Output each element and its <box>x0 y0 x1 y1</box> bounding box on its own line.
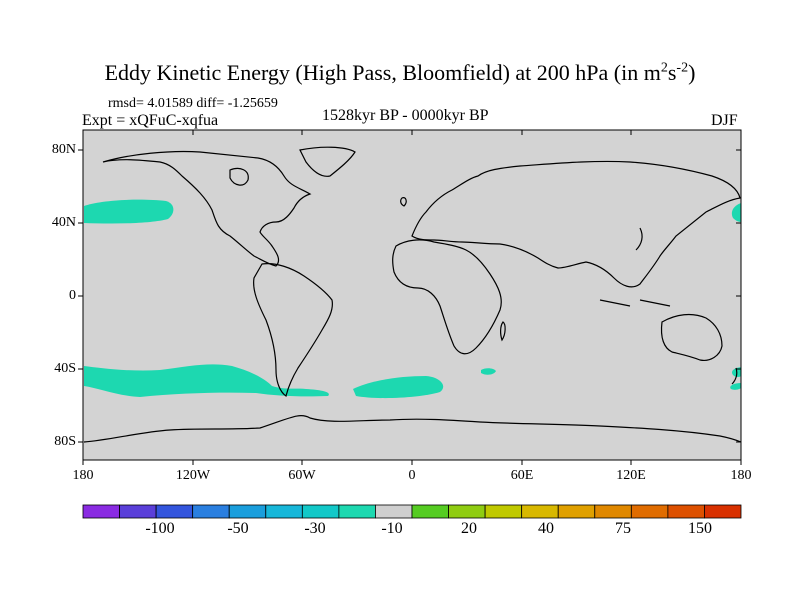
lon-label: 60W <box>288 468 316 483</box>
colorbar-swatch <box>411 504 449 519</box>
colorbar-swatch <box>82 504 120 519</box>
colorbar-label: -100 <box>145 520 175 537</box>
lon-label: 120W <box>175 468 211 483</box>
colorbar-swatch <box>375 504 413 519</box>
colorbar-swatch <box>521 504 559 519</box>
south-atlantic-45S <box>353 376 444 399</box>
lon-label: 180 <box>730 468 752 483</box>
colorbar-label: 40 <box>538 520 554 537</box>
colorbar-label: -50 <box>227 520 249 537</box>
colorbar-label: 75 <box>615 520 631 537</box>
southwest-pacific-45S <box>730 367 741 390</box>
colorbar-label: -10 <box>381 520 403 537</box>
lat-label: 80S <box>54 434 76 449</box>
lon-label: 120E <box>616 468 646 483</box>
colorbar-swatch <box>155 504 194 519</box>
colorbar-swatch <box>192 504 230 519</box>
colorbar-swatch <box>484 504 523 519</box>
colorbar-swatch <box>119 504 157 519</box>
axis-ticks <box>78 130 742 465</box>
north-pacific-40N <box>84 199 174 224</box>
colorbar-swatch <box>557 504 596 519</box>
south-pacific-45S <box>84 364 329 397</box>
season-label: DJF <box>711 112 738 129</box>
colorbar-label: -30 <box>304 520 326 537</box>
coastlines <box>83 146 741 443</box>
map-background <box>83 130 741 460</box>
lat-label: 40N <box>51 215 76 230</box>
lon-label: 0 <box>408 468 416 483</box>
colorbar-swatch <box>265 504 303 519</box>
experiment-label: Expt = xQFuC-xqfua <box>82 112 219 129</box>
north-pacific-east-40N <box>731 203 741 222</box>
colorbar-label: 20 <box>461 520 477 537</box>
plot-title: Eddy Kinetic Energy (High Pass, Bloomfie… <box>104 60 696 85</box>
period-label: 1528kyr BP - 0000kyr BP <box>322 107 489 124</box>
colorbar-swatch <box>448 504 486 519</box>
colorbar-swatch <box>301 504 340 519</box>
colorbar-swatch <box>630 504 669 519</box>
colorbar <box>82 504 742 519</box>
south-indian-45S <box>481 368 496 375</box>
rmsd-text: rmsd= 4.01589 diff= -1.25659 <box>108 96 278 111</box>
colorbar-swatch <box>228 504 267 519</box>
lat-label: 40S <box>54 361 76 376</box>
lon-label: 60E <box>510 468 534 483</box>
lat-label: 0 <box>69 288 76 303</box>
lon-label: 180 <box>72 468 94 483</box>
shaded-anomaly-regions <box>84 199 741 399</box>
lat-label: 80N <box>51 142 76 157</box>
colorbar-swatch <box>704 504 742 519</box>
colorbar-label: 150 <box>688 520 712 537</box>
colorbar-swatch <box>594 504 632 519</box>
colorbar-swatch <box>338 504 376 519</box>
colorbar-swatch <box>667 504 705 519</box>
